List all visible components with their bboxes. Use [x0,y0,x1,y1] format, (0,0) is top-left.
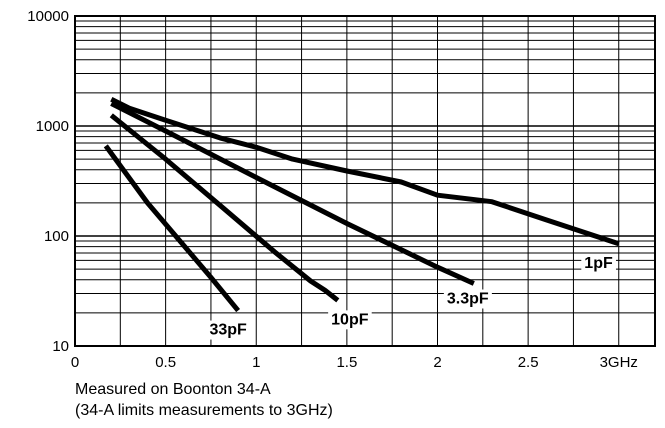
y-tick-label: 10 [52,338,69,355]
series-label-bg [206,320,251,340]
grid [75,16,655,346]
measurement-limit-note: (34-A limits measurements to 3GHz) [75,402,333,419]
y-tick-label: 1000 [36,118,69,135]
tick-labels: 10 100 1000 10000 0 0.5 1 1.5 2 2.5 3GHz [27,8,638,371]
measurement-note: Measured on Boonton 34-A [75,381,271,398]
series-label-bg [443,289,492,309]
x-tick-label: 1.5 [336,354,357,371]
y-tick-label: 100 [44,228,69,245]
series-label-3-3pf: 3.3pF [447,290,489,307]
series-lines [103,97,620,313]
series-label-bg [328,310,372,330]
series-label-group: 1pF [581,253,616,273]
plot-frame [74,15,656,347]
series-line-10pf [109,113,340,303]
series-label-1pf: 1pF [584,255,613,272]
series-label-10pf: 10pF [331,311,369,328]
x-tick-label: 2 [433,354,441,371]
x-tick-label: 2.5 [518,354,539,371]
series-label-group: 3.3pF [443,289,492,309]
x-tick-label: 1 [252,354,260,371]
series-label-group: 33pF [206,320,251,340]
x-tick-label: 0 [71,354,79,371]
series-line-33pf [103,144,241,313]
series-label-group: 10pF [328,310,372,330]
series-line-3-3pf [110,101,475,286]
series-labels: 1pF 3.3pF 10pF 33pF [206,253,616,340]
y-tick-label: 10000 [27,8,69,25]
series-label-bg [581,253,616,273]
series-label-33pf: 33pF [209,322,247,339]
series-line-1pf [110,97,620,247]
x-tick-label: 3GHz [600,354,638,371]
x-tick-label: 0.5 [155,354,176,371]
